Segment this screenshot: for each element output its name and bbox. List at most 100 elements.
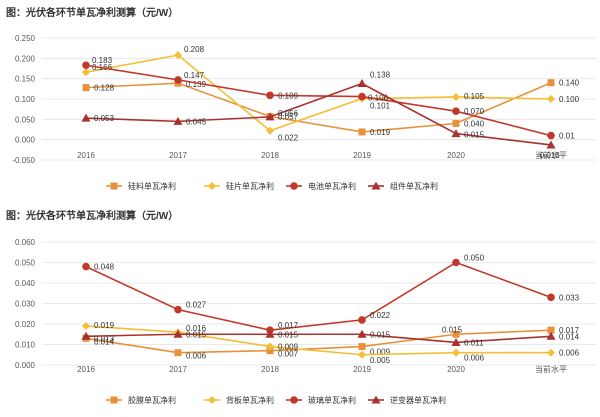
y-tick-label: 0.100 (15, 95, 36, 104)
x-tick-label: 2017 (169, 365, 187, 374)
data-label: 0.045 (186, 117, 207, 126)
data-point (82, 322, 90, 331)
data-label: 0.105 (464, 92, 485, 101)
y-tick-label: 0.060 (15, 238, 36, 247)
legend-label: 玻璃单瓦净利 (308, 395, 356, 405)
data-label: 0.140 (559, 79, 580, 88)
data-point (451, 337, 461, 346)
legend-label: 硅料单瓦净利 (128, 181, 176, 191)
data-label: 0.014 (94, 337, 115, 346)
data-label: 0.007 (278, 350, 299, 359)
legend-marker (371, 395, 381, 404)
data-label: 0.019 (370, 128, 391, 137)
x-tick-label: 2018 (261, 365, 279, 374)
x-tick-label: 2017 (169, 151, 187, 160)
data-point (451, 129, 461, 138)
data-label: 0.015 (278, 330, 299, 339)
data-point (265, 112, 275, 121)
data-point (81, 331, 91, 340)
data-point (547, 293, 555, 302)
data-point (174, 349, 182, 357)
series-line (85, 261, 552, 331)
legend-marker (290, 182, 298, 190)
data-point (174, 76, 182, 84)
x-tick-label: 2019 (353, 151, 371, 160)
data-label: 0.022 (370, 311, 391, 320)
data-label: 0.013 (94, 334, 115, 343)
x-tick-label: 当前水平 (535, 150, 567, 160)
y-tick-label: -0.050 (12, 156, 35, 165)
y-tick-label: 0.010 (15, 341, 36, 350)
data-point (358, 316, 366, 324)
data-label: 0.005 (370, 356, 391, 365)
data-point (174, 305, 182, 314)
x-tick-label: 2016 (77, 151, 95, 160)
legend-marker (110, 396, 118, 404)
data-point (452, 330, 460, 338)
series-line (85, 54, 552, 132)
y-tick-label: 0.040 (15, 279, 36, 288)
data-label: 0.015 (370, 330, 391, 339)
data-point (546, 140, 556, 149)
chart-1: -0.050 0.000 0.050 0.100 0.150 0.200 0.250 2016… (12, 34, 596, 191)
legend-marker (110, 182, 118, 190)
data-point (266, 91, 274, 100)
data-label: 0.070 (464, 107, 485, 116)
data-point (358, 350, 366, 359)
data-point (546, 331, 556, 340)
x-tick-label: 2016 (77, 365, 95, 374)
data-label: 0.016 (186, 324, 207, 333)
data-label: 0.106 (368, 94, 389, 103)
data-point (266, 347, 274, 355)
data-point (547, 326, 555, 334)
legend-label: 逆变器单瓦净利 (390, 395, 446, 405)
data-label: 0.015 (464, 131, 485, 140)
series-line (85, 325, 551, 356)
data-label: 0.006 (186, 352, 207, 361)
data-label: -0.013 (537, 151, 560, 160)
y-tick-label: 0.050 (15, 259, 36, 268)
series-line (85, 329, 552, 354)
x-tick-label: 2020 (447, 365, 465, 374)
data-label: 0.015 (186, 330, 207, 339)
data-point (82, 262, 90, 271)
data-label: 0.015 (442, 325, 463, 334)
data-label: 0.050 (464, 254, 485, 263)
data-label: 0.01 (559, 132, 575, 141)
data-point (547, 131, 555, 140)
legend-label: 组件单瓦净利 (390, 181, 438, 191)
data-label: 0.128 (94, 84, 115, 93)
x-tick-label: 2018 (261, 151, 279, 160)
legend-marker (208, 396, 216, 404)
x-tick-label: 2020 (447, 151, 465, 160)
data-point (452, 92, 460, 101)
data-point (266, 342, 274, 351)
data-label: 0.027 (186, 301, 207, 310)
legend-label: 背板单瓦净利 (226, 395, 274, 405)
data-label: 0.014 (559, 332, 580, 341)
data-point (266, 126, 274, 135)
data-label: 0.100 (559, 95, 580, 104)
chart-title-2: 图：光伏各环节单瓦净利测算（元/W） (6, 211, 179, 222)
data-point (547, 95, 555, 103)
legend-marker (290, 396, 298, 404)
legend-label: 胶膜单瓦净利 (128, 395, 176, 405)
series-line (85, 333, 552, 344)
data-label: 0.183 (92, 56, 113, 65)
data-label: 0.109 (278, 91, 299, 100)
data-point (358, 128, 366, 136)
y-tick-label: 0.030 (15, 300, 36, 309)
data-label: 0.022 (278, 134, 299, 143)
data-point (82, 84, 90, 92)
data-label: 0.011 (464, 338, 484, 347)
data-label: 0.019 (94, 321, 115, 330)
data-point (174, 51, 182, 60)
series-line (85, 81, 552, 133)
data-point (452, 258, 460, 267)
data-label: 0.017 (278, 321, 299, 330)
x-tick-label: 2019 (353, 365, 371, 374)
y-tick-label: 0.020 (15, 320, 36, 329)
legend-marker (371, 181, 381, 190)
data-point (173, 329, 183, 338)
